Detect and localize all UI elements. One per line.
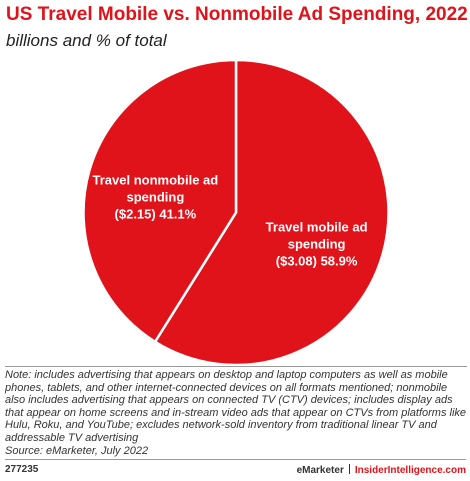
slice-value: ($2.15) 41.1% [114, 206, 197, 222]
chart-id: 277235 [5, 464, 39, 475]
note: Note: includes advertising that appears … [5, 369, 467, 444]
notes: Note: includes advertising that appears … [5, 366, 467, 457]
pie-slice [153, 58, 390, 367]
separator [348, 464, 350, 474]
slice-label: Travel mobile ad spending ($3.08) 58.9% [252, 218, 382, 269]
slice-value: ($3.08) 58.9% [275, 253, 358, 269]
chart [82, 58, 390, 367]
slice-category: Travel mobile ad spending [265, 219, 368, 252]
pie-slice [82, 58, 238, 344]
footer: 277235 eMarketer InsiderIntelligence.com [5, 459, 466, 476]
brand: eMarketer [296, 465, 344, 476]
slice-label: Travel nonmobile ad spending ($2.15) 41.1… [90, 172, 220, 223]
chart-title: US Travel Mobile vs. Nonmobile Ad Spendi… [6, 4, 468, 25]
source: Source: eMarketer, July 2022 [5, 444, 149, 457]
slice-category: Travel nonmobile ad spending [92, 172, 219, 205]
credits: eMarketer InsiderIntelligence.com [297, 464, 466, 476]
site: InsiderIntelligence.com [354, 465, 466, 476]
chart-subtitle: billions and % of total [6, 31, 167, 50]
